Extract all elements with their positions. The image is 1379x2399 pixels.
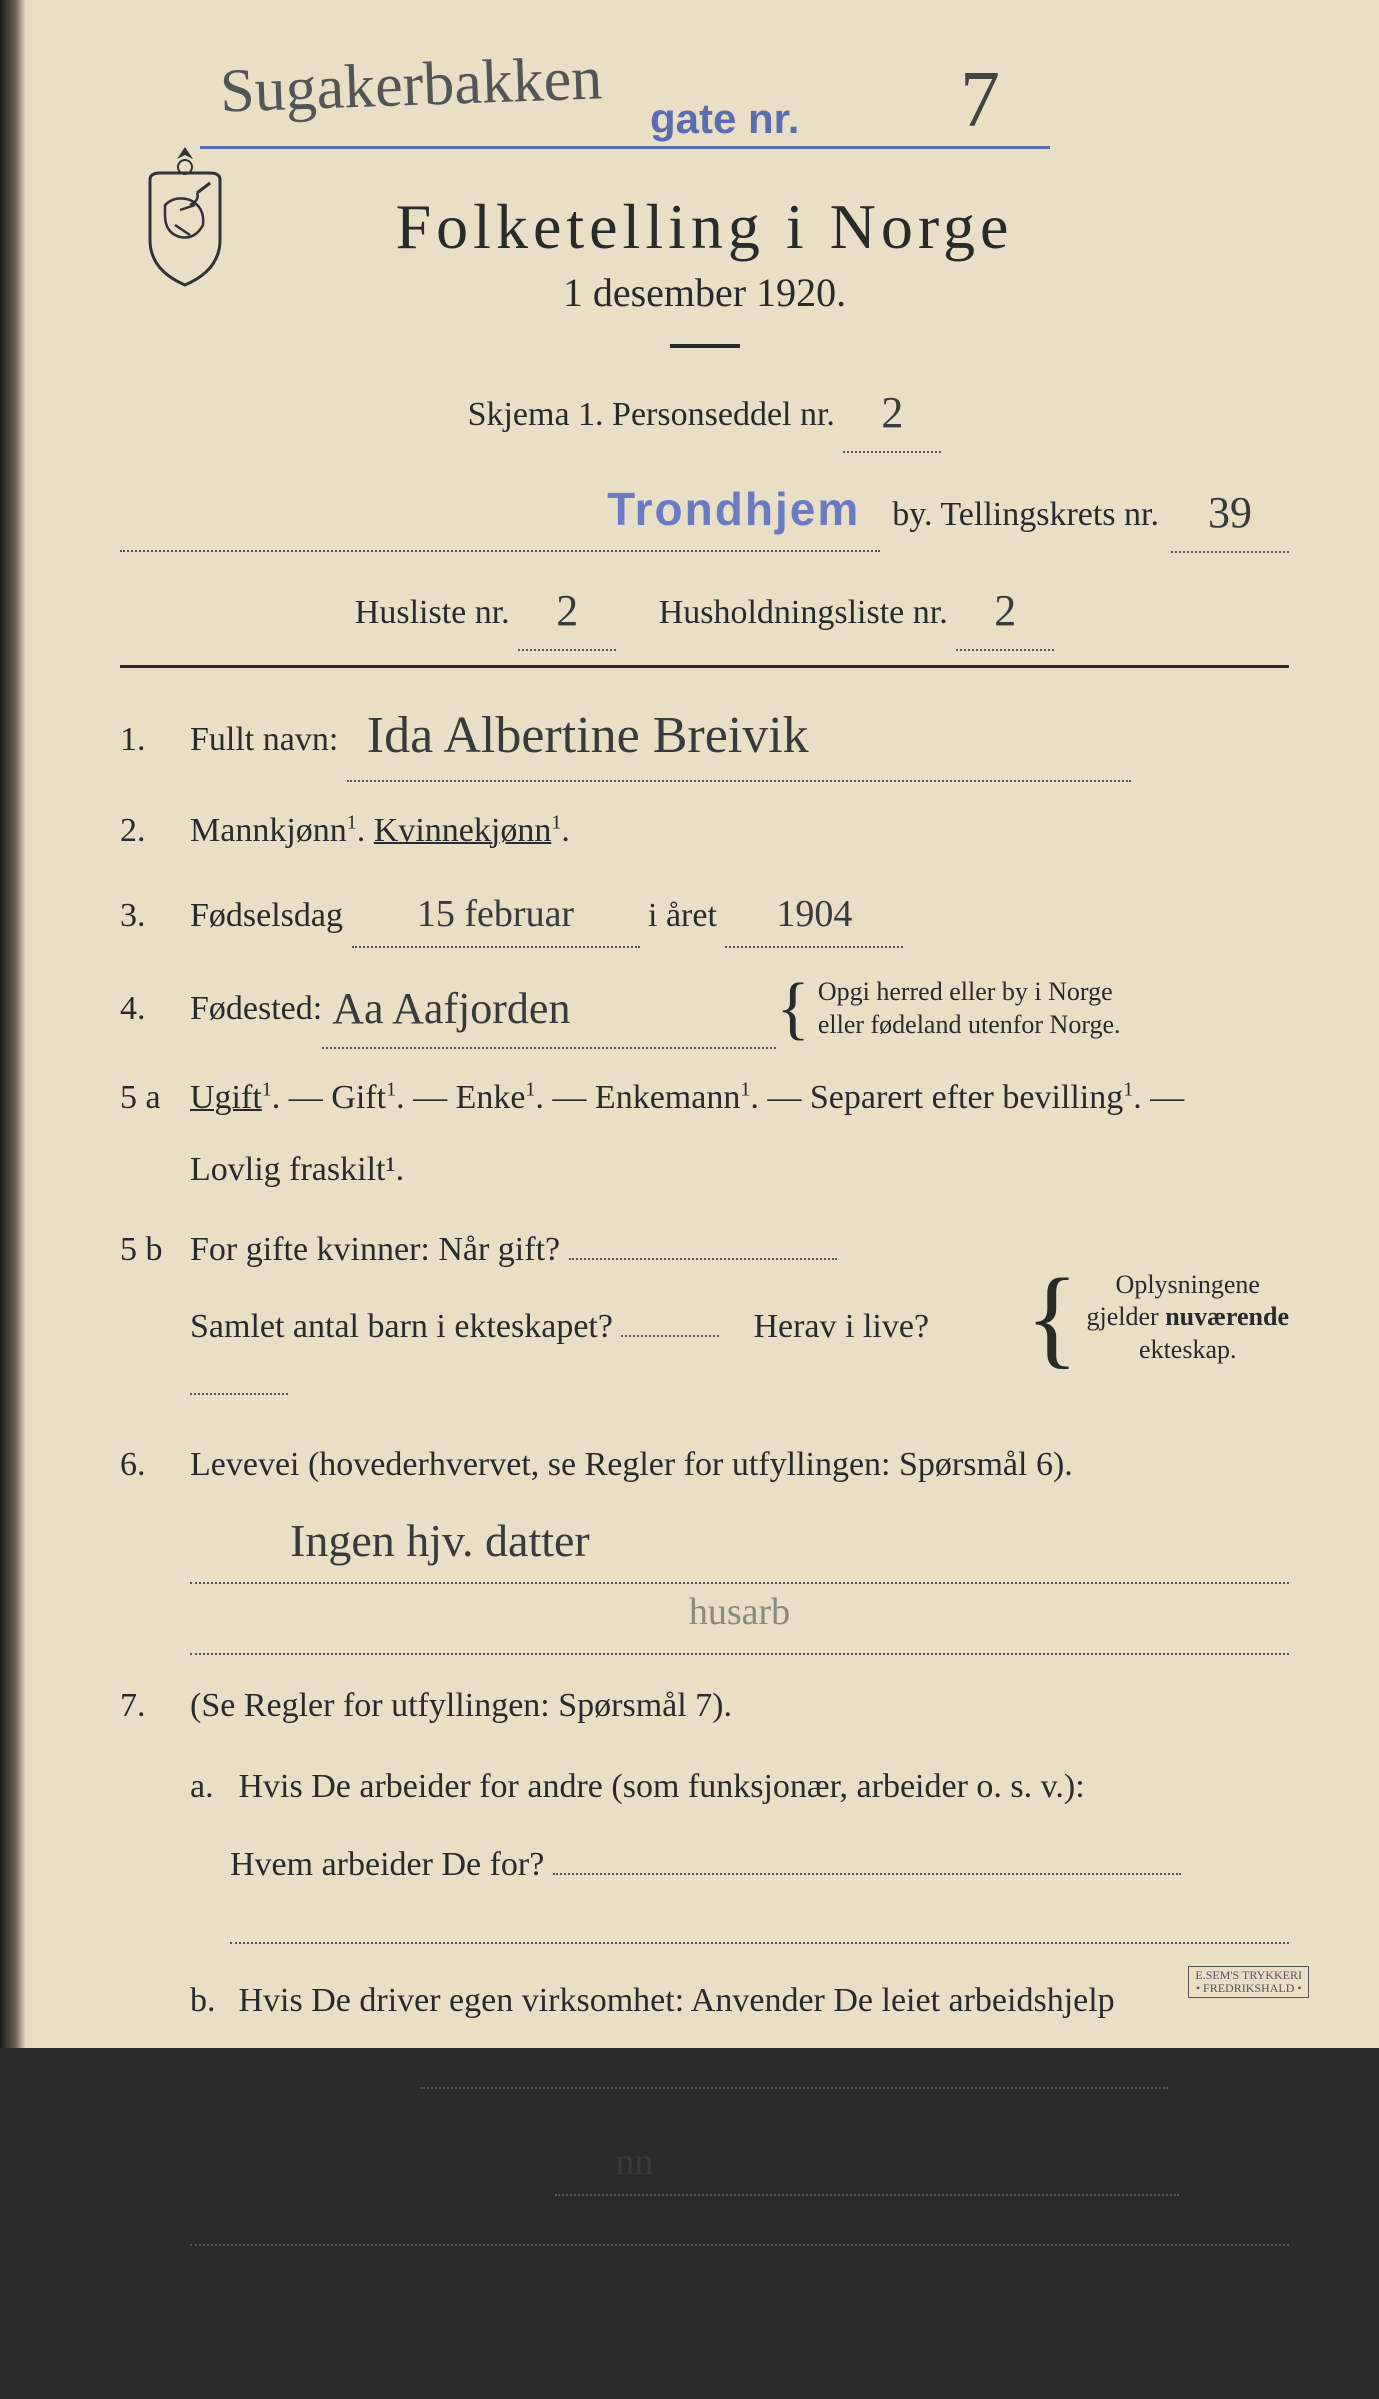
husliste-label: Husliste nr. [355,594,510,631]
q7b-blank [420,2087,1168,2089]
q5b-note-l1: Oplysningene [1116,1270,1260,1299]
q8-blank-line [190,2242,1289,2246]
q6-blank-line [190,1651,1289,1655]
tellingskrets-nr: 39 [1171,474,1289,553]
q-num-4: 4. [120,980,190,1038]
q5b-l1: For gifte kvinner: Når gift? [190,1231,560,1268]
q-num-1: 1. [120,711,190,769]
schema-label: Skjema 1. Personseddel nr. [468,396,835,433]
q7a-letter: a. [190,1758,230,1816]
q5b-l2a: Samlet antal barn i ekteskapet? [190,1308,613,1345]
q4-row: 4. Fødested: Aa Aafjorden { Opgi herred … [120,970,1289,1047]
q5b-live-blank [190,1393,288,1395]
q-num-7: 7. [120,1677,190,1735]
q3-row: 3. Fødselsdag 15 februar i året 1904 [120,882,1289,949]
street-number-handwritten: 7 [960,55,1000,146]
footnote-rule [120,2361,290,2363]
husliste-nr: 2 [518,572,616,651]
page-binding-shadow [0,0,26,2048]
q1-label: Fullt navn: [190,721,338,758]
city-line: Trondhjem by. Tellingskrets nr. 39 [120,469,1289,552]
q7a-blank-line2 [230,1940,1289,1944]
street-name-handwritten: Sugakerbakken [219,43,603,127]
printer-l1: E.SEM'S TRYKKERI [1195,1968,1302,1982]
q4-note-l1: Opgi herred eller by i Norge [818,977,1113,1006]
personseddel-nr: 2 [843,374,941,453]
q5b-note-l2: gjelder nuværende [1087,1302,1289,1331]
q7a-l2: Hvem arbeider De for? [230,1846,544,1883]
q5b-l2b: Herav i live? [753,1308,929,1345]
husliste-line: Husliste nr. 2 Husholdningsliste nr. 2 [120,570,1289,649]
q3-label: Fødselsdag [190,897,343,934]
q-num-2: 2. [120,802,190,860]
section-rule-1 [120,665,1289,668]
q1-value: Ida Albertine Breivik [347,692,1131,782]
title-rule [670,344,740,348]
city-stamp: Trondhjem [607,483,860,535]
brace-icon: { [776,988,810,1030]
q8-row: 8. Bierhverv (eller biinntekt) nn Har ma… [120,2130,1289,2326]
schema-line: Skjema 1. Personseddel nr. 2 [120,372,1289,451]
printer-l2: • FREDRIKSHALD • [1196,1981,1302,1995]
q5b-note: Oplysningene gjelder nuværende ekteskap. [1087,1269,1289,1367]
norway-crest-icon [135,145,235,290]
q3-mid: i året [648,897,717,934]
q6-value: Ingen hjv. datter [190,1502,1289,1584]
q5b-note-l3: ekteskap. [1139,1335,1236,1364]
q4-label: Fødested: [190,980,322,1038]
q4-value: Aa Aafjorden [322,972,776,1049]
q7b-l1: Hvis De driver egen virksomhet: Anvender… [239,1982,1115,2019]
husholdning-nr: 2 [956,572,1054,651]
q7a-l1: Hvis De arbeider for andre (som funksjon… [239,1768,1085,1805]
q8-value: nn [555,2130,1179,2197]
q-num-3: 3. [120,887,190,945]
q7b-letter: b. [190,1972,230,2030]
census-form-page: Sugakerbakken gate nr. 7 Folketelling i … [0,0,1379,2048]
q8-note: Har man ingen biinntekt av nogen betydni… [190,2274,1289,2325]
q1-row: 1. Fullt navn: Ida Albertine Breivik [120,690,1289,780]
brace-icon-2: { [1026,1284,1079,1350]
q7-row: 7. (Se Regler for utfyllingen: Spørsmål … [120,1677,1289,2108]
q6-label: Levevei (hovederhvervet, se Regler for u… [190,1446,1073,1483]
gate-nr-stamp: gate nr. [650,95,799,143]
form-header: Folketelling i Norge 1 desember 1920. [120,190,1289,348]
q6-annotation: husarb [190,1580,1289,1645]
q3-year: 1904 [725,882,903,949]
q5a-line2: Lovlig fraskilt¹. [190,1141,404,1199]
printer-mark: E.SEM'S TRYKKERI • FREDRIKSHALD • [1188,1966,1309,1998]
q7-label: (Se Regler for utfyllingen: Spørsmål 7). [190,1687,732,1724]
q7a-blank [553,1873,1181,1875]
q-num-5b: 5 b [120,1221,190,1279]
main-title: Folketelling i Norge [120,190,1289,264]
q5b-barn-blank [621,1335,719,1337]
sub-title: 1 desember 1920. [120,269,1289,316]
q-num-6: 6. [120,1436,190,1494]
q2-row: 2. Mannkjønn1. Kvinnekjønn1. [120,802,1289,860]
q6-row: 6. Levevei (hovederhvervet, se Regler fo… [120,1436,1289,1655]
header-underline [200,146,1050,149]
q-num-8: 8. [120,2135,190,2193]
q5b-gift-blank [569,1258,837,1260]
footnote: 1 Her kan svares ved tydelig understrekn… [120,2371,1289,2399]
q5a-row: 5 a Ugift1. — Gift1. — Enke1. — Enkemann… [120,1069,1289,1199]
q-num-5a: 5 a [120,1069,190,1127]
q5b-row: 5 b For gifte kvinner: Når gift? Samlet … [120,1221,1289,1414]
q3-day: 15 februar [352,882,640,949]
husholdning-label: Husholdningsliste nr. [659,594,948,631]
q7b-l2: (ja eller nei)? [230,2060,411,2097]
q4-note-l2: eller fødeland utenfor Norge. [818,1010,1121,1039]
q8-label: Bierhverv (eller biinntekt) [190,2145,547,2182]
by-label: by. Tellingskrets nr. [892,485,1159,545]
q4-note: Opgi herred eller by i Norge eller fødel… [818,976,1121,1041]
